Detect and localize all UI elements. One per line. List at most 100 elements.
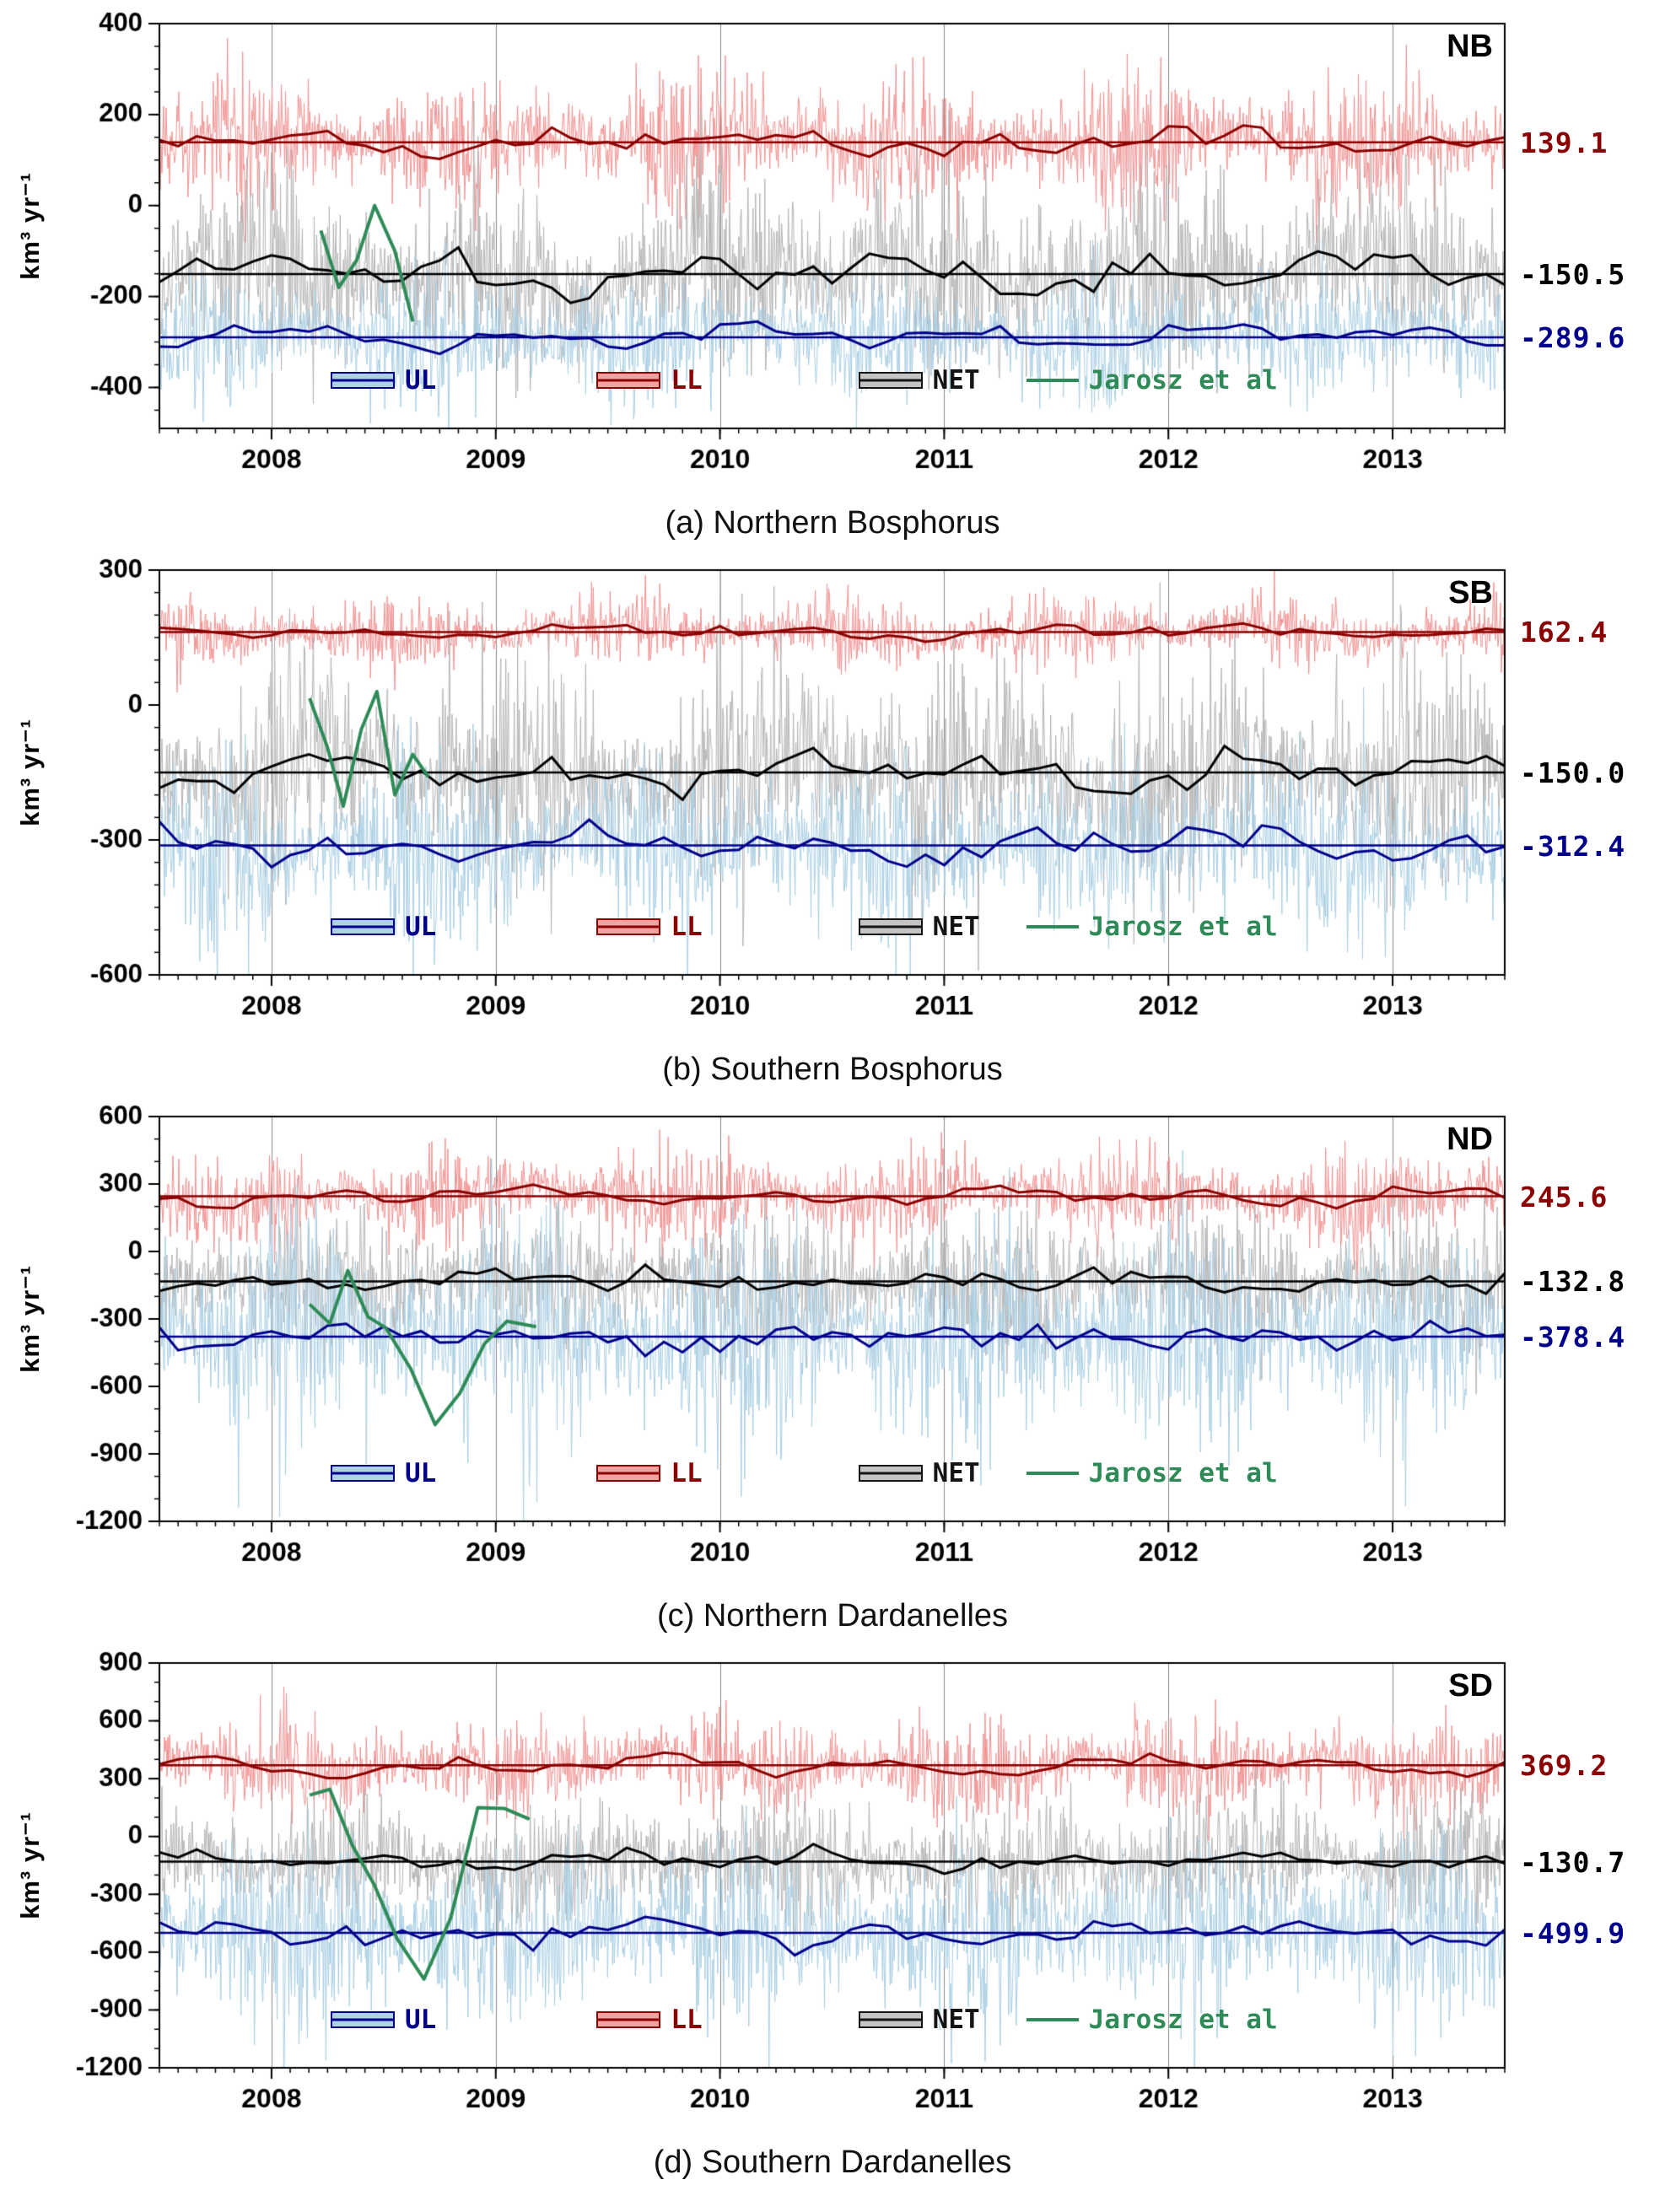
legend-label-net: NET (932, 1458, 980, 1488)
legend-item-ul: UL (331, 1458, 436, 1488)
station-tag-sb: SB (1448, 575, 1493, 611)
legend-label-jarosz: Jarosz et al (1088, 1458, 1278, 1488)
jarosz-line-icon (1026, 379, 1079, 382)
ll-swatch-icon (596, 918, 661, 935)
legend-item-net: NET (858, 912, 980, 942)
y-axis-label: km³ yr⁻¹ (15, 1811, 45, 1919)
legend-label-jarosz: Jarosz et al (1088, 365, 1278, 396)
legend-label-ul: UL (405, 365, 437, 396)
chart-panel-b: km³ yr⁻¹ SB UL LL NET Jarosz et al (0, 553, 1665, 1088)
legend-item-ll: LL (596, 1458, 703, 1488)
jarosz-line-icon (1026, 925, 1079, 928)
legend: UL LL NET Jarosz et al (331, 2005, 1278, 2035)
y-axis-label: km³ yr⁻¹ (15, 1265, 45, 1373)
legend-item-jarosz: Jarosz et al (1026, 912, 1278, 942)
net-swatch-icon (858, 2011, 923, 2028)
swatch-line (332, 925, 393, 928)
plot-area-c: km³ yr⁻¹ ND UL LL NET Jarosz et al (0, 1100, 1665, 1593)
station-tag-sd: SD (1448, 1668, 1493, 1703)
panel-caption-a: (a) Northern Bosphorus (665, 505, 1000, 541)
mean-value-net: -132.8 (1520, 1265, 1626, 1299)
legend-item-jarosz: Jarosz et al (1026, 1458, 1278, 1488)
legend-label-ll: LL (671, 912, 703, 942)
ul-swatch-icon (331, 372, 395, 389)
swatch-line (598, 379, 660, 382)
legend-label-ll: LL (671, 365, 703, 396)
legend-label-net: NET (932, 365, 980, 396)
legend-label-net: NET (932, 912, 980, 942)
mean-value-ll: 369.2 (1520, 1749, 1608, 1783)
panel-caption-b: (b) Southern Bosphorus (662, 1052, 1003, 1087)
legend: UL LL NET Jarosz et al (331, 912, 1278, 942)
mean-value-ul: -499.9 (1520, 1916, 1626, 1950)
swatch-line (598, 1472, 660, 1475)
legend-label-net: NET (932, 2005, 980, 2035)
station-tag-nb: NB (1447, 29, 1493, 64)
legend-item-net: NET (858, 365, 980, 396)
ul-swatch-icon (331, 1465, 395, 1482)
legend-label-ul: UL (405, 1458, 437, 1488)
legend: UL LL NET Jarosz et al (331, 1458, 1278, 1488)
chart-panel-a: km³ yr⁻¹ NB UL LL NET Jarosz et al (0, 7, 1665, 541)
ul-swatch-icon (331, 918, 395, 935)
panel-caption-d: (d) Southern Dardanelles (653, 2145, 1012, 2180)
legend-label-jarosz: Jarosz et al (1088, 2005, 1278, 2035)
ll-swatch-icon (596, 372, 661, 389)
legend-label-ll: LL (671, 2005, 703, 2035)
chart-panel-d: km³ yr⁻¹ SD UL LL NET Jarosz et al (0, 1646, 1665, 2181)
ll-swatch-icon (596, 1465, 661, 1482)
plot-area-d: km³ yr⁻¹ SD UL LL NET Jarosz et al (0, 1646, 1665, 2139)
swatch-line (859, 1472, 921, 1475)
station-tag-nd: ND (1447, 1122, 1493, 1157)
jarosz-line-icon (1026, 1472, 1079, 1475)
legend-item-ul: UL (331, 912, 436, 942)
y-axis-label: km³ yr⁻¹ (15, 172, 45, 280)
chart-canvas-b (0, 553, 1665, 1047)
plot-area-a: km³ yr⁻¹ NB UL LL NET Jarosz et al (0, 7, 1665, 500)
swatch-line (332, 1472, 393, 1475)
swatch-line (332, 2018, 393, 2021)
legend-item-ll: LL (596, 912, 703, 942)
legend-item-jarosz: Jarosz et al (1026, 2005, 1278, 2035)
mean-value-ll: 245.6 (1520, 1180, 1608, 1214)
net-swatch-icon (858, 372, 923, 389)
legend-label-ll: LL (671, 1458, 703, 1488)
chart-canvas-a (0, 7, 1665, 500)
legend-label-ul: UL (405, 912, 437, 942)
swatch-line (859, 925, 921, 928)
legend-item-net: NET (858, 1458, 980, 1488)
jarosz-line-icon (1026, 2018, 1079, 2021)
mean-value-ul: -378.4 (1520, 1320, 1626, 1354)
legend: UL LL NET Jarosz et al (331, 365, 1278, 396)
swatch-line (332, 379, 393, 382)
legend-item-jarosz: Jarosz et al (1026, 365, 1278, 396)
legend-item-ul: UL (331, 2005, 436, 2035)
mean-value-net: -150.5 (1520, 257, 1626, 291)
ul-swatch-icon (331, 2011, 395, 2028)
mean-value-ll: 139.1 (1520, 126, 1608, 159)
chart-canvas-c (0, 1100, 1665, 1593)
swatch-line (598, 2018, 660, 2021)
plot-area-b: km³ yr⁻¹ SB UL LL NET Jarosz et al (0, 553, 1665, 1047)
swatch-line (859, 379, 921, 382)
swatch-line (598, 925, 660, 928)
legend-label-ul: UL (405, 2005, 437, 2035)
mean-value-ul: -312.4 (1520, 829, 1626, 863)
mean-value-net: -150.0 (1520, 756, 1626, 789)
mean-value-ul: -289.6 (1520, 320, 1626, 354)
chart-panel-c: km³ yr⁻¹ ND UL LL NET Jarosz et al (0, 1100, 1665, 1634)
legend-item-ll: LL (596, 2005, 703, 2035)
net-swatch-icon (858, 918, 923, 935)
legend-item-ll: LL (596, 365, 703, 396)
ll-swatch-icon (596, 2011, 661, 2028)
panel-caption-c: (c) Northern Dardanelles (656, 1598, 1009, 1633)
net-swatch-icon (858, 1465, 923, 1482)
mean-value-ll: 162.4 (1520, 616, 1608, 649)
legend-item-ul: UL (331, 365, 436, 396)
chart-canvas-d (0, 1646, 1665, 2139)
legend-item-net: NET (858, 2005, 980, 2035)
mean-value-net: -130.7 (1520, 1845, 1626, 1879)
y-axis-label: km³ yr⁻¹ (15, 718, 45, 826)
legend-label-jarosz: Jarosz et al (1088, 912, 1278, 942)
